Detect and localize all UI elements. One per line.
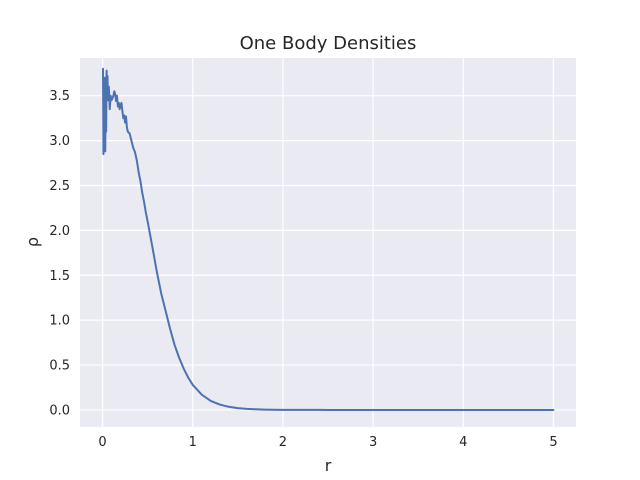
x-tick-label: 0 [98, 435, 106, 450]
y-axis-label: ρ [23, 237, 42, 247]
plot-area [80, 58, 576, 427]
y-tick-label: 3.0 [49, 134, 70, 149]
y-tick-label: 3.5 [49, 89, 70, 104]
y-tick-label: 1.0 [49, 314, 70, 329]
y-tick-label: 0.0 [49, 403, 70, 418]
chart-title: One Body Densities [240, 33, 417, 54]
density-series-line [102, 67, 555, 411]
series-layer [102, 67, 555, 411]
y-tick-label: 2.0 [49, 224, 70, 239]
tick-layer: 0 1 2 3 4 5 0.0 0.5 1.0 1.5 2.0 2.5 3.0 3.5 [49, 89, 557, 450]
x-tick-label: 3 [369, 435, 377, 450]
x-tick-label: 4 [459, 435, 467, 450]
y-tick-label: 0.5 [49, 359, 70, 374]
x-tick-label: 5 [549, 435, 557, 450]
x-tick-label: 2 [279, 435, 287, 450]
x-axis-label: r [325, 456, 332, 475]
grid-layer [80, 58, 576, 427]
y-tick-label: 2.5 [49, 179, 70, 194]
y-tick-label: 1.5 [49, 269, 70, 284]
x-tick-label: 1 [189, 435, 197, 450]
